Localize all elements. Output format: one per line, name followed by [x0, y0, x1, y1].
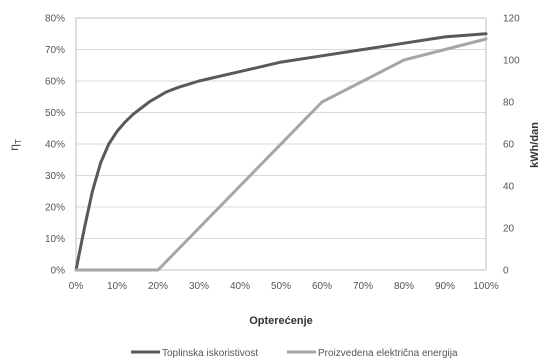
y-left-tick-label: 50% [45, 108, 65, 119]
gridlines [76, 49, 486, 239]
x-tick-label: 30% [189, 281, 209, 292]
y-left-tick-labels: 0% 10% 20% 30% 40% 50% 60% 70% 80% [45, 14, 65, 277]
legend-label-series-1: Toplinska iskoristivost [162, 348, 258, 359]
y-left-tick-label: 0% [51, 266, 66, 277]
y-right-tick-label: 60 [503, 140, 515, 151]
x-tick-label: 50% [271, 281, 291, 292]
y-right-tick-label: 120 [503, 14, 520, 25]
series-line-2 [74, 37, 488, 272]
plot-area-border [75, 17, 487, 271]
x-tick-label: 40% [230, 281, 250, 292]
y-right-tick-label: 20 [503, 224, 515, 235]
series-line-1 [74, 32, 488, 272]
y-left-tick-label: 30% [45, 171, 65, 182]
y-left-tick-label: 70% [45, 45, 65, 56]
x-axis-label: Opterećenje [249, 315, 313, 327]
legend: Toplinska iskoristivost Proizvedena elek… [131, 348, 458, 359]
x-tick-labels: 0% 10% 20% 30% 40% 50% 60% 70% 80% 90% 100% [69, 281, 499, 292]
y-left-tick-label: 20% [45, 203, 65, 214]
x-tick-label: 80% [394, 281, 414, 292]
x-tick-label: 70% [353, 281, 373, 292]
x-tick-label: 60% [312, 281, 332, 292]
legend-label-series-2: Proizvedena električna energija [318, 348, 458, 359]
y-left-tick-label: 10% [45, 234, 65, 245]
x-tick-label: 90% [435, 281, 455, 292]
y-left-tick-label: 40% [45, 140, 65, 151]
y-right-tick-label: 80 [503, 98, 515, 109]
svg-text:ηT: ηT [7, 139, 23, 151]
y-right-axis-label: kWh/dan [529, 122, 541, 168]
y-left-tick-label: 60% [45, 77, 65, 88]
x-tick-label: 100% [473, 281, 499, 292]
y-left-axis-label: ηT [7, 139, 23, 151]
y-right-tick-label: 40 [503, 182, 515, 193]
y-right-tick-labels: 0 20 40 60 80 100 120 [503, 14, 520, 277]
x-tick-label: 10% [107, 281, 127, 292]
series-lines [74, 32, 488, 272]
y-right-tick-label: 0 [503, 266, 509, 277]
y-left-axis-label-main: η [7, 144, 21, 151]
x-tick-label: 20% [148, 281, 168, 292]
y-left-tick-label: 80% [45, 14, 65, 25]
y-left-axis-label-sub: T [14, 139, 23, 144]
y-right-tick-label: 100 [503, 56, 520, 67]
x-tick-label: 0% [69, 281, 84, 292]
